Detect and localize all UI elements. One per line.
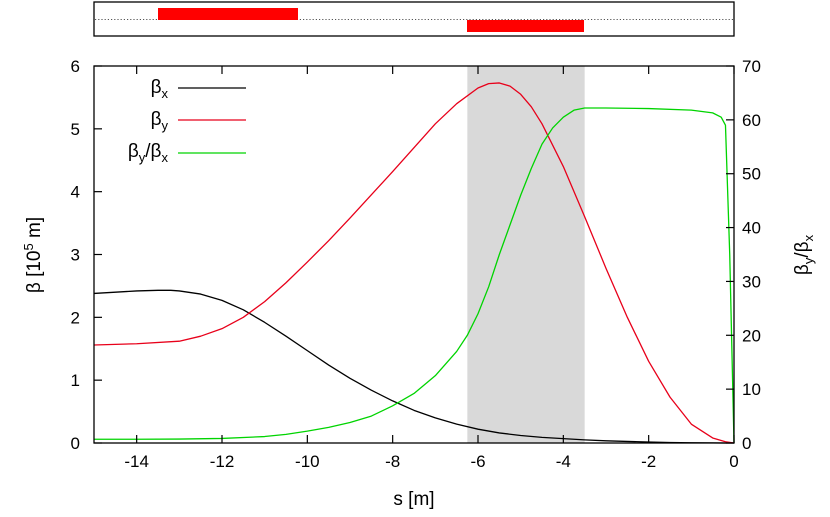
legend-ratio-sub1: y [139, 150, 146, 165]
x-tick-label: -14 [124, 452, 149, 471]
y-left-tick-label: 2 [71, 308, 80, 327]
y-axis-label-right-main: β [792, 264, 813, 275]
plot-frame [93, 65, 735, 444]
x-tick-label: -6 [470, 452, 485, 471]
y-left-tick-label: 6 [71, 57, 80, 76]
x-tick-label: -10 [295, 452, 320, 471]
y-right-tick-label: 40 [742, 219, 761, 238]
y-right-tick-label: 50 [742, 165, 761, 184]
y-right-tick-label: 20 [742, 326, 761, 345]
lattice-magnet-focusing [158, 8, 298, 20]
legend-beta-y-sub: y [162, 118, 169, 133]
y-left-tick-label: 3 [71, 246, 80, 265]
y-axis-label-left: β [105 m] [21, 217, 45, 293]
legend-beta-x-main: β [151, 77, 162, 98]
y-axis-label-right-sub2: x [801, 234, 816, 241]
plot-series [93, 82, 735, 444]
y-left-tick-label: 0 [71, 434, 80, 453]
y-axis-label-right-sub1: y [801, 257, 816, 264]
legend-beta-y-main: β [151, 109, 162, 130]
legend-ratio-main: β [128, 141, 139, 162]
x-tick-label: -4 [556, 452, 571, 471]
shaded-region [467, 66, 585, 443]
legend: βx βy βy/βx [128, 77, 246, 165]
y-axis-label-left-suffix: m] [24, 217, 45, 243]
x-tick-label: -12 [210, 452, 235, 471]
y-left-tick-label: 5 [71, 120, 80, 139]
series-line-1 [93, 82, 735, 444]
legend-label-beta-y: βy [151, 109, 169, 133]
legend-ratio-slash: /β [145, 141, 161, 162]
plot-background [467, 66, 585, 443]
y-right-tick-label: 60 [742, 111, 761, 130]
y-right-tick-label: 70 [742, 57, 761, 76]
series-line-0 [93, 289, 735, 444]
legend-label-beta-ratio: βy/βx [128, 141, 169, 165]
legend-beta-x-sub: x [162, 86, 169, 101]
y-axis-label-right: βy/βx [792, 234, 816, 275]
y-right-tick-label: 10 [742, 380, 761, 399]
x-axis-label: s [m] [393, 489, 434, 510]
x-tick-label: 0 [729, 452, 738, 471]
y-right-tick-label: 0 [742, 434, 751, 453]
legend-label-beta-x: βx [151, 77, 169, 101]
legend-ratio-sub2: x [162, 150, 169, 165]
x-tick-label: -8 [385, 452, 400, 471]
y-left-tick-label: 4 [71, 183, 80, 202]
y-axis-label-right-slash: /β [792, 241, 813, 257]
y-right-tick-label: 30 [742, 272, 761, 291]
y-axis-label-left-prefix: β [10 [24, 251, 45, 294]
lattice-magnet-defocusing [467, 20, 584, 32]
y-axis-label-left-exponent: 5 [21, 243, 36, 250]
lattice-strip [93, 1, 735, 37]
y-left-tick-label: 1 [71, 371, 80, 390]
series-line-2 [94, 107, 735, 444]
x-tick-label: -2 [641, 452, 656, 471]
